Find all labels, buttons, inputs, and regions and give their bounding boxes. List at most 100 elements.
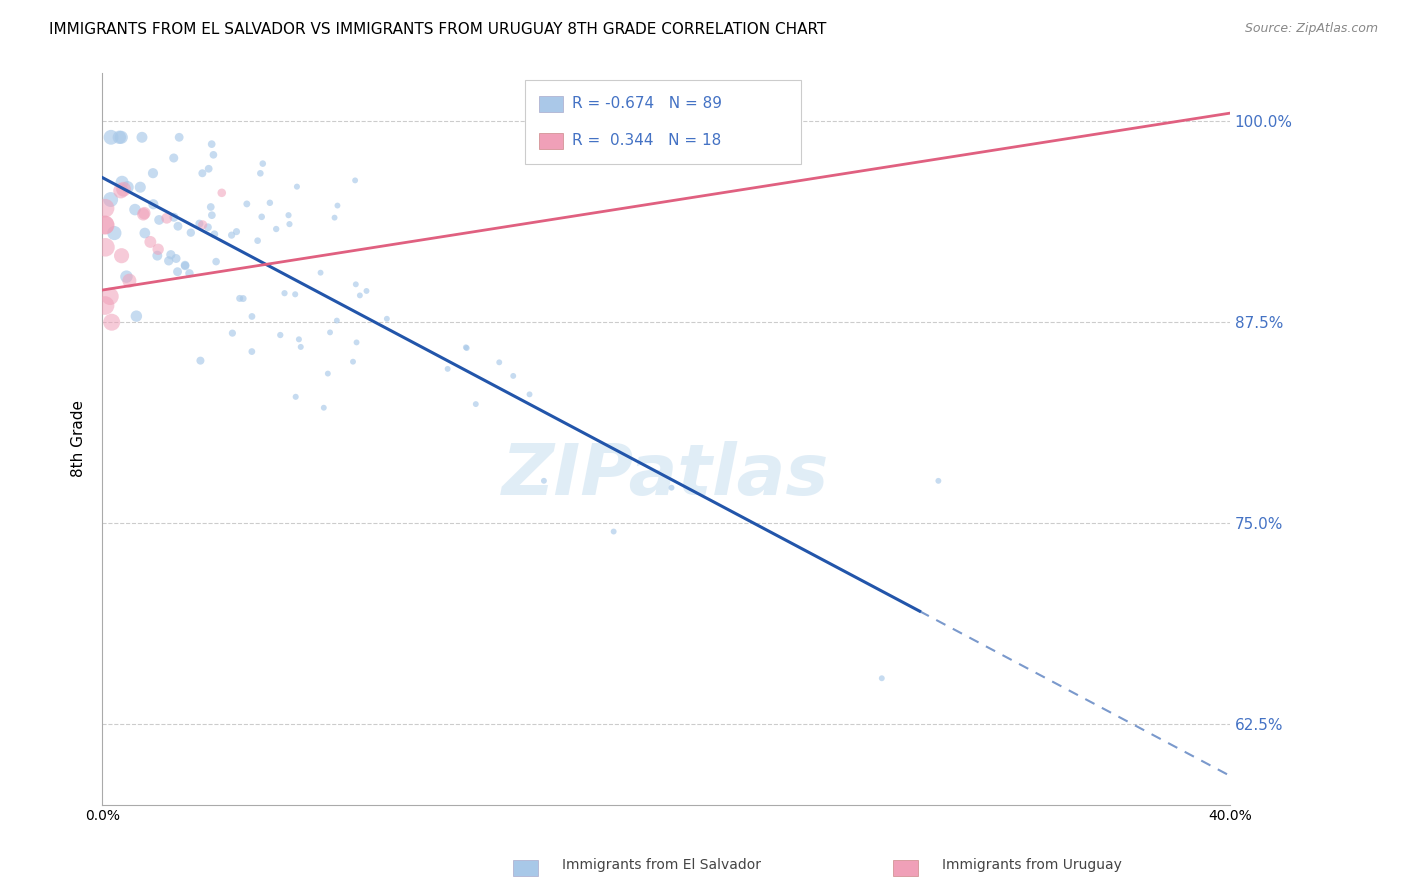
Point [375, 311, 398, 326]
FancyBboxPatch shape [524, 80, 801, 164]
Point [108, 130, 131, 145]
Point [344, 277, 367, 292]
Point [156, 211, 179, 226]
Point [284, 390, 307, 404]
Point [240, 344, 263, 359]
Point [163, 211, 186, 225]
Point [436, 362, 458, 376]
Point [349, 288, 371, 302]
Point [191, 166, 214, 180]
Point [519, 387, 541, 401]
Point [131, 130, 153, 145]
Point [288, 332, 311, 346]
Point [326, 313, 349, 327]
Text: R =  0.344   N = 18: R = 0.344 N = 18 [572, 134, 721, 148]
Point [221, 228, 243, 243]
Point [134, 206, 156, 220]
FancyBboxPatch shape [538, 95, 564, 112]
Point [115, 269, 138, 284]
Y-axis label: 8th Grade: 8th Grade [72, 401, 86, 477]
Point [202, 148, 225, 162]
Point [870, 671, 893, 685]
Text: Immigrants from El Salvador: Immigrants from El Salvador [562, 858, 762, 872]
Point [117, 180, 139, 194]
Point [191, 218, 214, 232]
Point [533, 474, 555, 488]
Point [197, 161, 219, 176]
Point [326, 198, 349, 212]
Point [94, 218, 117, 232]
Point [202, 227, 225, 242]
Point [139, 235, 162, 249]
Point [100, 315, 122, 329]
Text: R = -0.674   N = 89: R = -0.674 N = 89 [572, 96, 723, 112]
Point [309, 266, 332, 280]
Point [190, 353, 212, 368]
Point [146, 249, 169, 263]
Point [200, 200, 222, 214]
Point [927, 474, 949, 488]
Point [488, 355, 510, 369]
Point [290, 340, 312, 354]
Point [94, 298, 117, 312]
Point [259, 195, 281, 210]
Text: Immigrants from Uruguay: Immigrants from Uruguay [942, 858, 1122, 872]
Point [273, 286, 295, 301]
Point [188, 217, 211, 231]
Point [342, 354, 364, 368]
Point [456, 341, 478, 355]
Point [211, 186, 233, 200]
Point [661, 481, 683, 495]
Point [246, 234, 269, 248]
Point [157, 253, 180, 268]
Point [142, 166, 165, 180]
Point [132, 207, 155, 221]
Point [205, 254, 228, 268]
Point [134, 226, 156, 240]
Point [110, 130, 132, 145]
Point [344, 173, 367, 187]
Point [464, 397, 486, 411]
Point [236, 197, 259, 211]
Point [284, 287, 307, 301]
Text: IMMIGRANTS FROM EL SALVADOR VS IMMIGRANTS FROM URUGUAY 8TH GRADE CORRELATION CHA: IMMIGRANTS FROM EL SALVADOR VS IMMIGRANT… [49, 22, 827, 37]
Point [197, 220, 219, 235]
Point [129, 180, 152, 194]
Point [221, 326, 243, 340]
Point [159, 248, 181, 262]
Point [225, 225, 247, 239]
Point [201, 137, 224, 152]
Point [125, 309, 148, 323]
Point [124, 202, 146, 217]
Point [312, 401, 335, 415]
Point [110, 184, 132, 198]
Point [250, 210, 273, 224]
Point [356, 284, 378, 298]
Point [502, 368, 524, 383]
Point [111, 175, 134, 189]
Point [316, 367, 339, 381]
Point [285, 179, 308, 194]
Point [319, 326, 342, 340]
Point [201, 208, 224, 222]
Point [228, 292, 250, 306]
Point [602, 524, 624, 539]
Point [269, 328, 291, 343]
Point [249, 166, 271, 180]
Point [165, 252, 187, 266]
Point [252, 156, 274, 170]
FancyBboxPatch shape [538, 133, 564, 149]
Point [167, 130, 190, 145]
Point [232, 292, 254, 306]
Point [112, 182, 135, 196]
Point [103, 226, 125, 240]
Point [346, 335, 368, 350]
Point [163, 151, 186, 165]
Point [110, 249, 132, 263]
Point [148, 213, 170, 227]
Point [264, 222, 287, 236]
Point [174, 258, 197, 272]
Point [166, 265, 188, 279]
Point [118, 274, 141, 288]
Point [179, 266, 201, 280]
